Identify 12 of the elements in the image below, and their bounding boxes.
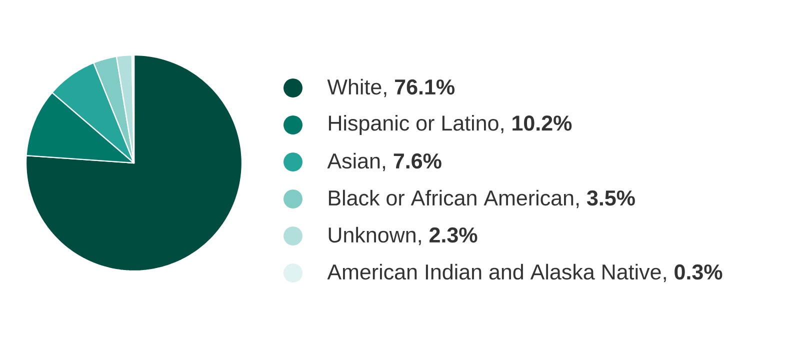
legend-label: Black or African American xyxy=(328,190,574,206)
legend-label: American Indian and Alaska Native xyxy=(327,264,661,280)
data-label: , 0.3% xyxy=(664,264,722,282)
data-label: , 76.1% xyxy=(384,79,454,98)
legend-label: Unknown xyxy=(328,226,416,243)
data-label: , 2.3% xyxy=(418,227,478,246)
data-label: , 10.2% xyxy=(501,116,572,134)
legend-label: White xyxy=(327,78,382,95)
data-label: , 3.5% xyxy=(576,190,635,208)
legend-label: Hispanic or Latino xyxy=(328,114,498,136)
data-label: , 7.6% xyxy=(382,153,442,172)
legend-label: Asian xyxy=(327,152,380,169)
